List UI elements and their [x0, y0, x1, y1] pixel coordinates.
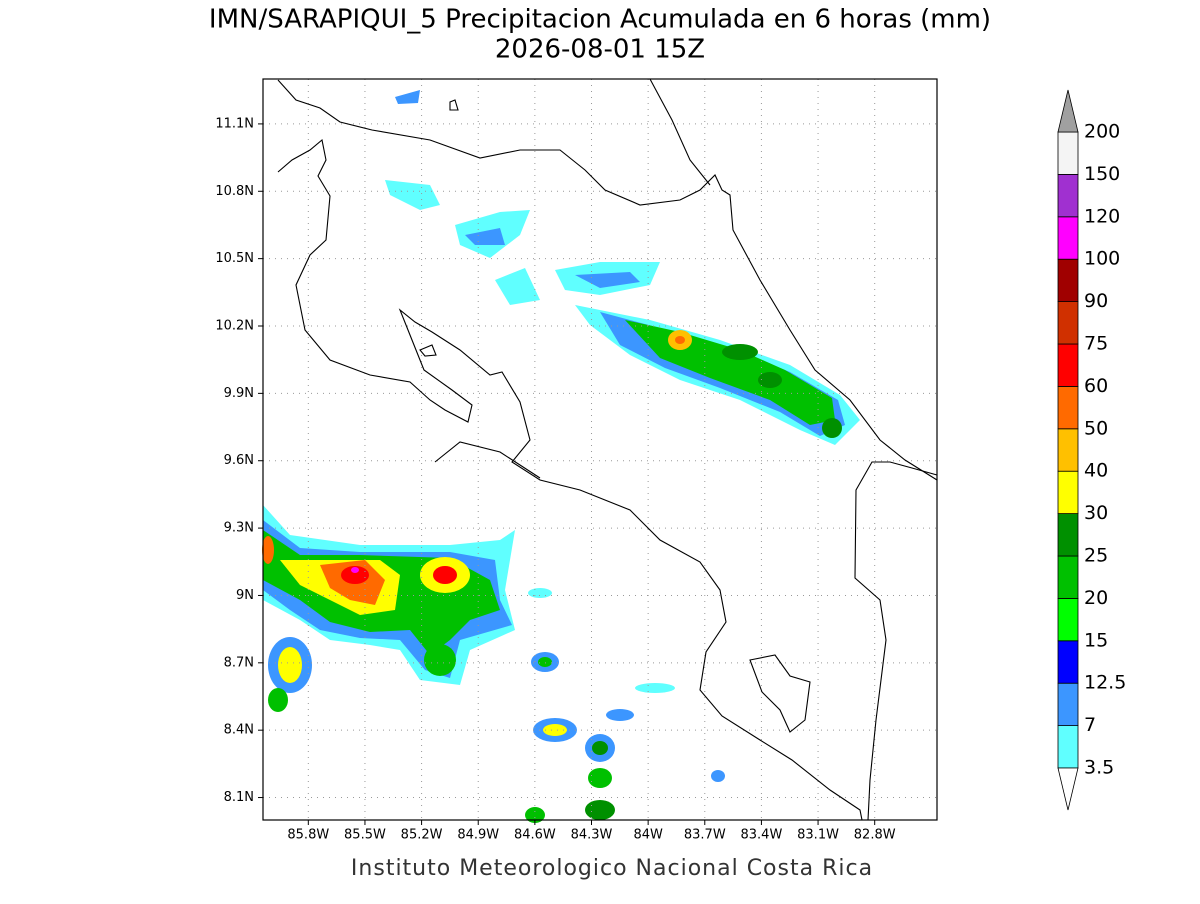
colorbar-segment — [1057, 513, 1079, 557]
colorbar-label: 20 — [1084, 587, 1108, 609]
border — [434, 441, 541, 479]
x-tick-label: 84.9W — [457, 828, 499, 843]
y-tick-label: 9.6N — [224, 453, 254, 468]
colorbar-segment — [1057, 598, 1079, 642]
colorbar-label: 15 — [1084, 629, 1108, 651]
x-tick-label: 85.2W — [401, 828, 443, 843]
y-tick-label: 11.1N — [215, 116, 254, 131]
x-tick-label: 84W — [633, 828, 663, 843]
grid — [263, 79, 937, 820]
colorbar-segment — [1057, 173, 1079, 218]
colorbar-label: 7 — [1084, 714, 1096, 736]
coastline — [749, 654, 811, 733]
colorbar-segment — [1057, 216, 1079, 260]
y-tick-label: 8.1N — [224, 790, 254, 805]
y-tick-label: 8.7N — [224, 655, 254, 670]
y-tick-label: 10.2N — [215, 319, 254, 334]
lake — [419, 344, 437, 357]
colorbar-segment — [1057, 682, 1079, 727]
x-tick-label: 83.1W — [797, 828, 839, 843]
colorbar-label: 100 — [1084, 248, 1120, 270]
colorbar-segment — [1057, 258, 1079, 303]
x-tick-label: 84.6W — [514, 828, 556, 843]
y-tick-label: 9N — [236, 588, 254, 603]
colorbar-under — [1057, 767, 1079, 811]
colorbar-label: 12.5 — [1084, 672, 1126, 694]
border — [649, 78, 711, 186]
colorbar-label: 90 — [1084, 290, 1108, 312]
x-tick-label: 85.5W — [344, 828, 386, 843]
colorbar-label: 3.5 — [1084, 757, 1114, 779]
axis-labels: 11.1N 10.8N 10.5N 10.2N 9.9N 9.6N 9.3N 9N 8.7N 8.… — [215, 116, 895, 842]
colorbar-label: 25 — [1084, 545, 1108, 567]
coastlines — [277, 78, 938, 821]
island — [449, 99, 459, 111]
title: IMN/SARAPIQUI_5 Precipitacion Acumulada … — [209, 5, 991, 35]
y-tick-label: 9.3N — [224, 521, 254, 536]
plot-frame — [262, 78, 938, 821]
x-tick-label: 83.4W — [741, 828, 783, 843]
colorbar: 3.5 7 12.5 15 20 25 30 40 50 60 75 90 100 120 150 200 — [1057, 89, 1126, 811]
colorbar-label: 120 — [1084, 205, 1120, 227]
plot-area — [262, 78, 938, 823]
colorbar-segment — [1057, 131, 1079, 175]
colorbar-segment — [1057, 343, 1079, 387]
colorbar-label: 40 — [1084, 460, 1108, 482]
precip-area — [525, 588, 725, 823]
colorbar-label: 50 — [1084, 417, 1108, 439]
y-tick-label: 9.9N — [224, 386, 254, 401]
x-tick-label: 83.7W — [684, 828, 726, 843]
y-tick-label: 8.4N — [224, 723, 254, 738]
colorbar-over — [1057, 89, 1079, 133]
colorbar-segment — [1057, 555, 1079, 599]
colorbar-label: 75 — [1084, 333, 1108, 355]
colorbar-label: 60 — [1084, 375, 1108, 397]
colorbar-segment — [1057, 301, 1079, 345]
border — [854, 461, 938, 821]
x-tick-label: 85.8W — [287, 828, 329, 843]
subtitle: 2026-08-01 15Z — [495, 35, 705, 65]
plot-background — [263, 79, 937, 820]
colorbar-segment — [1057, 385, 1079, 430]
coastline — [277, 79, 938, 481]
y-tick-label: 10.8N — [215, 184, 254, 199]
x-tick-label: 84.3W — [571, 828, 613, 843]
y-tick-label: 10.5N — [215, 251, 254, 266]
colorbar-segment — [1057, 428, 1079, 472]
precip-area — [385, 90, 660, 305]
precip-area — [575, 305, 860, 445]
coastline — [277, 138, 863, 821]
colorbar-label: 30 — [1084, 502, 1108, 524]
colorbar-segment — [1057, 725, 1079, 769]
colorbar-segment — [1057, 470, 1079, 515]
colorbar-segment — [1057, 640, 1079, 684]
colorbar-label: 150 — [1084, 163, 1120, 185]
colorbar-label: 200 — [1084, 121, 1120, 143]
footer: Instituto Meteorologico Nacional Costa R… — [351, 856, 873, 881]
x-tick-label: 82.8W — [854, 828, 896, 843]
